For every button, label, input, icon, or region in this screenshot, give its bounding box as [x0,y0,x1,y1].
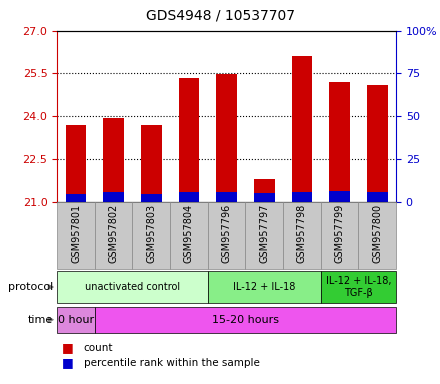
Bar [254,179,275,202]
Text: GSM957798: GSM957798 [297,204,307,263]
Bar [141,125,161,202]
Bar [358,202,396,269]
Bar [170,202,208,269]
Bar [216,74,237,202]
Bar [179,192,199,202]
Bar [57,307,95,333]
Bar [254,193,275,202]
Bar [329,191,350,202]
Text: GSM957804: GSM957804 [184,204,194,263]
Bar [95,202,132,269]
Text: GSM957799: GSM957799 [334,204,345,263]
Bar [66,125,86,202]
Text: GSM957803: GSM957803 [147,204,156,263]
Text: ■: ■ [62,341,73,354]
Text: IL-12 + IL-18: IL-12 + IL-18 [233,282,295,292]
Text: IL-12 + IL-18,
TGF-β: IL-12 + IL-18, TGF-β [326,276,391,298]
Text: GSM957800: GSM957800 [372,204,382,263]
Bar [367,192,388,202]
Bar [292,192,312,202]
Bar [216,192,237,202]
Bar [208,202,246,269]
Bar [132,202,170,269]
Text: GSM957797: GSM957797 [259,204,269,263]
Text: GDS4948 / 10537707: GDS4948 / 10537707 [146,8,294,22]
Bar [95,307,396,333]
Text: GSM957801: GSM957801 [71,204,81,263]
Bar [57,202,95,269]
Text: GSM957796: GSM957796 [222,204,231,263]
Text: count: count [84,343,113,353]
Text: unactivated control: unactivated control [85,282,180,292]
Text: 0 hour: 0 hour [58,314,94,325]
Bar [141,194,161,202]
Bar [179,78,199,202]
Bar [283,202,321,269]
Bar [103,118,124,202]
Bar [103,192,124,202]
Bar [321,271,396,303]
Bar [321,202,358,269]
Bar [208,271,321,303]
Text: time: time [28,314,53,325]
Bar [367,85,388,202]
Text: GSM957802: GSM957802 [109,204,119,263]
Text: 15-20 hours: 15-20 hours [212,314,279,325]
Text: protocol: protocol [7,282,53,292]
Bar [66,194,86,202]
Text: ■: ■ [62,356,73,369]
Bar [292,56,312,202]
Bar [246,202,283,269]
Text: percentile rank within the sample: percentile rank within the sample [84,358,260,368]
Bar [329,82,350,202]
Bar [57,271,208,303]
